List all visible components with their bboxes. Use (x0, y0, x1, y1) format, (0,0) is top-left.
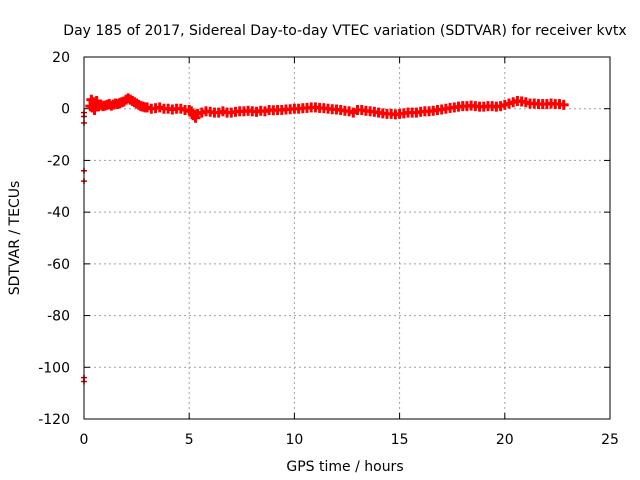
y-tick-label: -120 (38, 412, 70, 428)
plot-frame (83, 56, 611, 420)
x-tick-label: 20 (496, 432, 514, 448)
y-tick-label: 0 (61, 102, 70, 118)
data-points (81, 93, 569, 385)
x-tick-label: 15 (391, 432, 409, 448)
y-axis-label: SDTVAR / TECUs (7, 181, 23, 296)
y-tick-label: -20 (47, 153, 70, 169)
x-tick-label: 0 (80, 432, 89, 448)
x-tick-label: 25 (601, 432, 619, 448)
x-tick-label: 10 (285, 432, 303, 448)
y-tick-label: -100 (38, 360, 70, 376)
data-point (558, 99, 569, 110)
y-tick-label: -40 (47, 205, 70, 221)
x-axis-label: GPS time / hours (286, 459, 403, 475)
y-tick-label: 20 (52, 50, 70, 66)
chart-title: Day 185 of 2017, Sidereal Day-to-day VTE… (63, 23, 626, 39)
y-tick-label: -80 (47, 309, 70, 325)
x-tick-label: 5 (185, 432, 194, 448)
tick-labels: 0 5 10 15 20 25 -120 -100 -80 -60 -40 -20 0 20 (38, 50, 619, 448)
y-tick-label: -60 (47, 257, 70, 273)
